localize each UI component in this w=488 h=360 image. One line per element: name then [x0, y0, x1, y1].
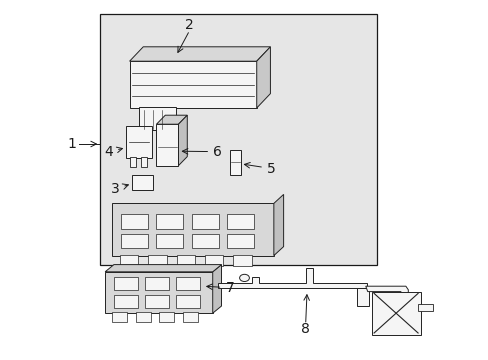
- Bar: [139, 107, 176, 130]
- Bar: [417, 304, 432, 311]
- Text: 1: 1: [67, 137, 76, 151]
- Circle shape: [239, 274, 249, 282]
- Bar: [132, 175, 152, 190]
- Text: 6: 6: [213, 145, 222, 159]
- Bar: [121, 234, 148, 248]
- Polygon shape: [356, 288, 368, 306]
- Polygon shape: [256, 47, 270, 108]
- Bar: [144, 277, 169, 290]
- Bar: [144, 295, 169, 308]
- Bar: [114, 277, 138, 290]
- Text: 8: 8: [301, 323, 309, 336]
- Text: 4: 4: [104, 145, 113, 159]
- Text: 5: 5: [266, 162, 275, 176]
- Bar: [191, 214, 218, 229]
- Bar: [136, 312, 150, 322]
- Bar: [159, 312, 174, 322]
- Polygon shape: [156, 115, 187, 124]
- Bar: [156, 234, 183, 248]
- Bar: [226, 234, 253, 248]
- Bar: [156, 124, 178, 166]
- Bar: [105, 272, 212, 313]
- Polygon shape: [273, 194, 283, 256]
- Bar: [176, 255, 195, 266]
- Bar: [120, 255, 138, 266]
- Bar: [114, 295, 138, 308]
- Polygon shape: [178, 115, 187, 166]
- Bar: [175, 277, 200, 290]
- Bar: [126, 126, 151, 158]
- Text: 2: 2: [185, 18, 194, 32]
- Bar: [130, 157, 136, 167]
- Bar: [183, 312, 197, 322]
- Bar: [141, 157, 146, 167]
- Bar: [112, 312, 127, 322]
- Polygon shape: [365, 286, 407, 297]
- Text: 7: 7: [225, 281, 234, 295]
- Bar: [100, 14, 376, 265]
- Polygon shape: [217, 268, 366, 288]
- Bar: [175, 295, 200, 308]
- Text: 3: 3: [110, 182, 119, 195]
- Bar: [229, 150, 240, 175]
- Polygon shape: [212, 265, 221, 313]
- Bar: [121, 214, 148, 229]
- Polygon shape: [105, 265, 221, 272]
- Bar: [112, 203, 273, 256]
- Bar: [233, 255, 251, 266]
- Bar: [204, 255, 223, 266]
- Bar: [156, 214, 183, 229]
- Bar: [148, 255, 166, 266]
- Polygon shape: [129, 47, 270, 61]
- Bar: [191, 234, 218, 248]
- Bar: [226, 214, 253, 229]
- Bar: [129, 61, 256, 108]
- Polygon shape: [371, 292, 420, 335]
